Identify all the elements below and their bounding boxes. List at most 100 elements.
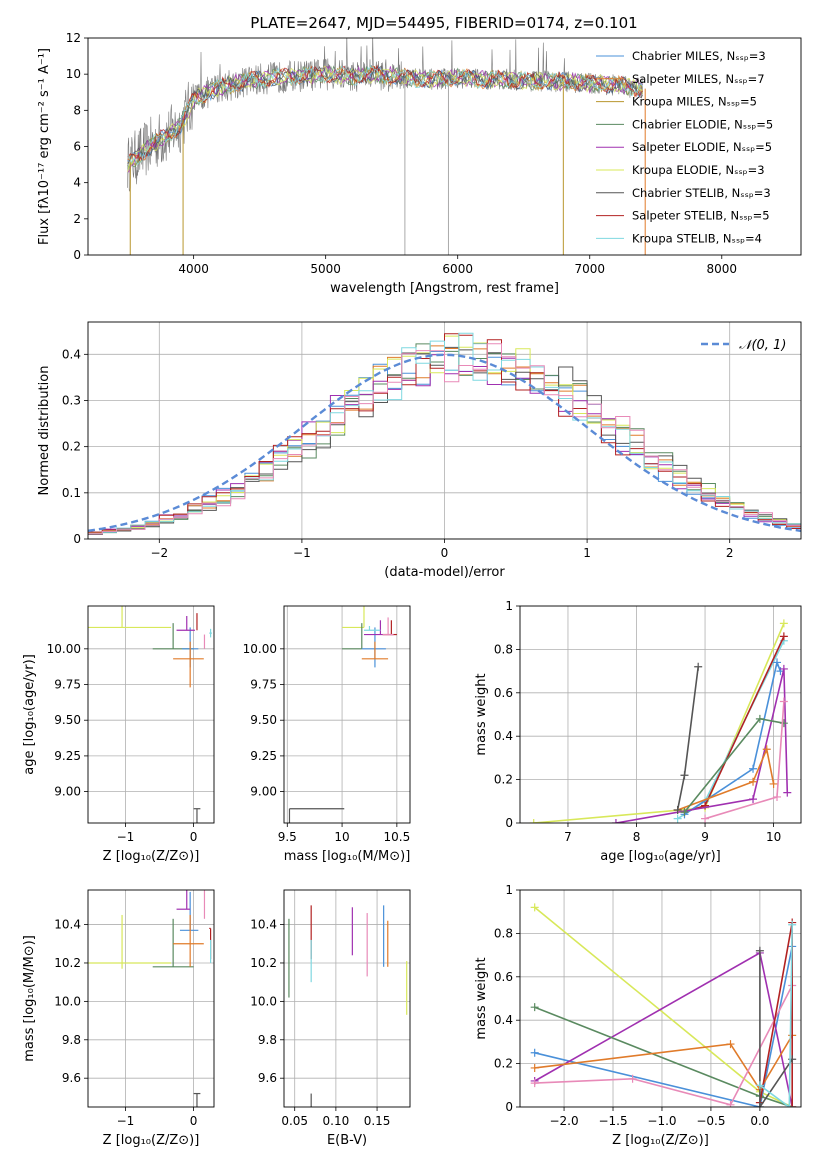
y-tick-label: 10.0 [54, 994, 81, 1008]
panel-age-vs-mass: 9.5 10 10.5 9.00 9.25 9.50 9.75 10.00 mass [log₁… [243, 605, 411, 864]
axes-frame [283, 605, 411, 824]
x-axis-label: Z [log₁₀(Z/Z⊙)] [612, 1133, 709, 1148]
plus-marker [530, 1003, 539, 1012]
x-axis-label: Z [log₁₀(Z/Z⊙)] [103, 849, 200, 864]
plus-marker [726, 1100, 735, 1107]
y-axis-label: mass weight [474, 957, 489, 1039]
errorbar-point [193, 808, 201, 823]
axes-frame [283, 889, 411, 1108]
x-tick-label: 2 [726, 546, 734, 560]
y-tick-label: 0.1 [62, 486, 81, 500]
axes-frame [87, 889, 215, 1108]
series-line [759, 924, 793, 1107]
errorbar-point [382, 620, 397, 636]
series-line [759, 922, 794, 1107]
plot-area [88, 322, 801, 539]
y-tick-label: 0.8 [494, 642, 513, 656]
y-tick-label: 12 [66, 31, 81, 45]
plot-area [520, 606, 801, 823]
series-line [534, 1034, 793, 1092]
y-axis-label: Flux [fλ10⁻¹⁷ erg cm⁻² s⁻¹ A⁻¹] [37, 48, 52, 245]
panel-age-vs-Z: −1 0 9.00 9.25 9.50 9.75 10.00 Z [log₁₀(Z/Z⊙)] a… [22, 605, 215, 864]
x-tick-label: 0.0 [750, 1114, 769, 1128]
y-tick-label: 9.8 [258, 1033, 277, 1047]
plus-marker [749, 764, 758, 773]
model-spectrum-line [127, 65, 643, 172]
x-tick-label: 0 [190, 1114, 198, 1128]
legend-label: Salpeter ELODIE, Nₛₛₚ=5 [632, 140, 772, 154]
x-tick-label: −0.5 [696, 1114, 725, 1128]
x-tick-label: −2 [150, 546, 168, 560]
x-tick-label: 0.10 [323, 1114, 350, 1128]
axes-frame [87, 321, 802, 540]
errorbar-point [361, 627, 386, 668]
y-tick-label: 0.2 [62, 440, 81, 454]
errorbar-point [152, 918, 194, 968]
plot-area [520, 890, 801, 1107]
x-tick-label: 0 [190, 830, 198, 844]
y-tick-label: 10.00 [47, 642, 81, 656]
y-tick-label: 9.75 [54, 678, 81, 692]
series-line [615, 668, 789, 823]
plot-area [88, 890, 214, 1107]
y-tick-label: 0.2 [494, 1057, 513, 1071]
panel-mass-vs-Z: −1 0 9.6 9.8 10.0 10.2 10.4 Z [log₁₀(Z/Z⊙)] mass… [22, 889, 215, 1148]
legend-label: Salpeter MILES, Nₛₛₚ=7 [632, 72, 765, 86]
y-tick-label: 6 [73, 140, 81, 154]
y-tick-label: 9.25 [54, 749, 81, 763]
model-spectrum-line [127, 65, 643, 167]
y-tick-label: 4 [73, 176, 81, 190]
panel-spectrum: 4000 5000 6000 7000 8000 0 2 4 6 8 10 12 wavelength … [37, 31, 802, 296]
y-tick-label: 10.4 [54, 918, 81, 932]
x-tick-label: 7 [564, 830, 572, 844]
errorbar-point [173, 914, 204, 967]
y-axis-label: age [log₁₀(age/yr)] [22, 654, 37, 775]
legend-label: Chabrier STELIB, Nₛₛₚ=3 [632, 186, 771, 200]
y-tick-label: 0 [505, 816, 513, 830]
axes-frame [87, 37, 802, 256]
x-tick-label: 9 [701, 830, 709, 844]
x-axis-label: age [log₁₀(age/yr)] [600, 849, 721, 864]
y-tick-label: 0.6 [494, 686, 513, 700]
legend-label: Kroupa ELODIE, Nₛₛₚ=3 [632, 163, 765, 177]
plus-marker [769, 779, 778, 788]
errorbar-point [88, 914, 172, 969]
series-line [534, 985, 793, 1106]
legend-label: Chabrier ELODIE, Nₛₛₚ=5 [632, 117, 773, 131]
errorbar-point [176, 615, 195, 631]
y-tick-label: 10.4 [250, 918, 277, 932]
y-tick-label: 10.00 [243, 642, 277, 656]
x-tick-label: −2.0 [549, 1114, 578, 1128]
x-tick-label: 1 [583, 546, 591, 560]
plot-area [127, 38, 646, 255]
x-tick-label: −1 [293, 546, 311, 560]
legend-label: Kroupa MILES, Nₛₛₚ=5 [632, 95, 757, 109]
y-tick-label: 0.2 [494, 773, 513, 787]
figure-title: PLATE=2647, MJD=54495, FIBERID=0174, z=0… [250, 14, 637, 32]
y-tick-label: 9.50 [54, 713, 81, 727]
series-line [676, 666, 699, 811]
model-spectrum-line [127, 64, 643, 165]
plus-marker [788, 920, 797, 929]
axes-frame [519, 605, 802, 824]
y-tick-label: 2 [73, 212, 81, 226]
axes-frame [519, 889, 802, 1108]
y-tick-label: 0.4 [62, 347, 81, 361]
plus-marker [785, 1103, 794, 1107]
x-tick-label: 8 [633, 830, 641, 844]
x-tick-label: 0 [441, 546, 449, 560]
plus-marker [779, 697, 788, 706]
y-tick-label: 10.0 [250, 994, 277, 1008]
plus-marker [755, 1103, 764, 1107]
plus-marker [529, 819, 538, 823]
plus-marker [755, 714, 764, 723]
x-tick-label: 8000 [707, 262, 738, 276]
errorbar-point [193, 1092, 201, 1107]
model-spectrum-line [127, 65, 643, 174]
legend-label: Chabrier MILES, Nₛₛₚ=3 [632, 49, 766, 63]
plus-marker [530, 1048, 539, 1057]
series-line [684, 636, 785, 813]
errorbar-point [88, 606, 172, 629]
series-line [534, 1006, 793, 1107]
plus-marker [779, 719, 788, 728]
